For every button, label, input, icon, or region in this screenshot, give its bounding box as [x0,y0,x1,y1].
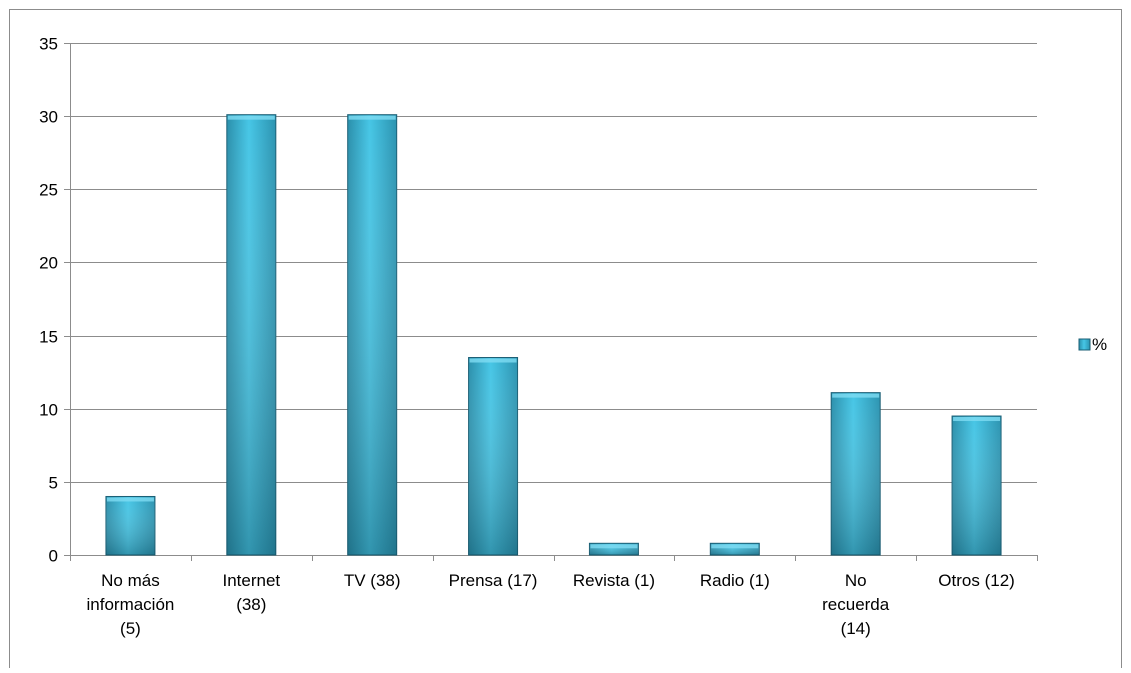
legend-swatch [1078,338,1091,351]
x-tick-label: Radio (1) [700,571,770,590]
bar-shade [952,416,1002,555]
axes [64,43,1038,561]
x-tick-label: recuerda [822,595,890,614]
x-tick-label: (14) [841,619,871,638]
gridlines [70,43,1037,483]
bar [347,114,398,556]
bar-shade [347,114,397,556]
x-tick-label: Internet [222,571,280,590]
y-tick-label: 20 [39,254,58,273]
y-tick-label: 35 [39,35,58,54]
x-tick-label: TV (38) [344,571,401,590]
bar-top-highlight [348,115,396,120]
legend-label: % [1092,335,1107,354]
bar-top-highlight [469,358,517,363]
labels: 0 5 10 15 20 25 30 35 No más información (5) Intern… [39,35,1015,639]
x-tick-label: (38) [236,595,266,614]
y-tick-label: 30 [39,108,58,127]
bar-shade [710,543,760,555]
bar [951,415,1002,556]
bar-top-highlight [711,544,759,549]
bar-top-highlight [953,417,1001,422]
x-tick-label: No [845,571,867,590]
bar-shade [105,496,155,555]
x-tick-label: Revista (1) [573,571,655,590]
bar [588,542,639,556]
y-tick-label: 25 [39,181,58,200]
bar-top-highlight [590,544,638,549]
y-tick-label: 0 [49,547,58,566]
bar-shade [468,357,518,555]
legend: % [1078,335,1107,354]
bar [830,392,881,556]
y-tick-label: 5 [49,474,58,493]
bar [105,495,156,556]
bar [226,114,277,556]
bar-top-highlight [832,393,880,398]
x-tick-label: No más [101,571,160,590]
x-tick-label: Otros (12) [938,571,1015,590]
bar-shade [226,114,276,556]
bar-shade [589,543,639,555]
chart-border [9,9,1122,670]
bar-shade [831,392,881,555]
x-tick-label: Prensa (17) [449,571,538,590]
bar-top-highlight [106,497,154,502]
bar [709,542,760,556]
bar [468,357,519,556]
bar-top-highlight [227,115,275,120]
y-tick-label: 10 [39,401,58,420]
x-tick-label: (5) [120,619,141,638]
bars [105,114,1002,556]
y-tick-label: 15 [39,328,58,347]
x-tick-label: información [87,595,175,614]
